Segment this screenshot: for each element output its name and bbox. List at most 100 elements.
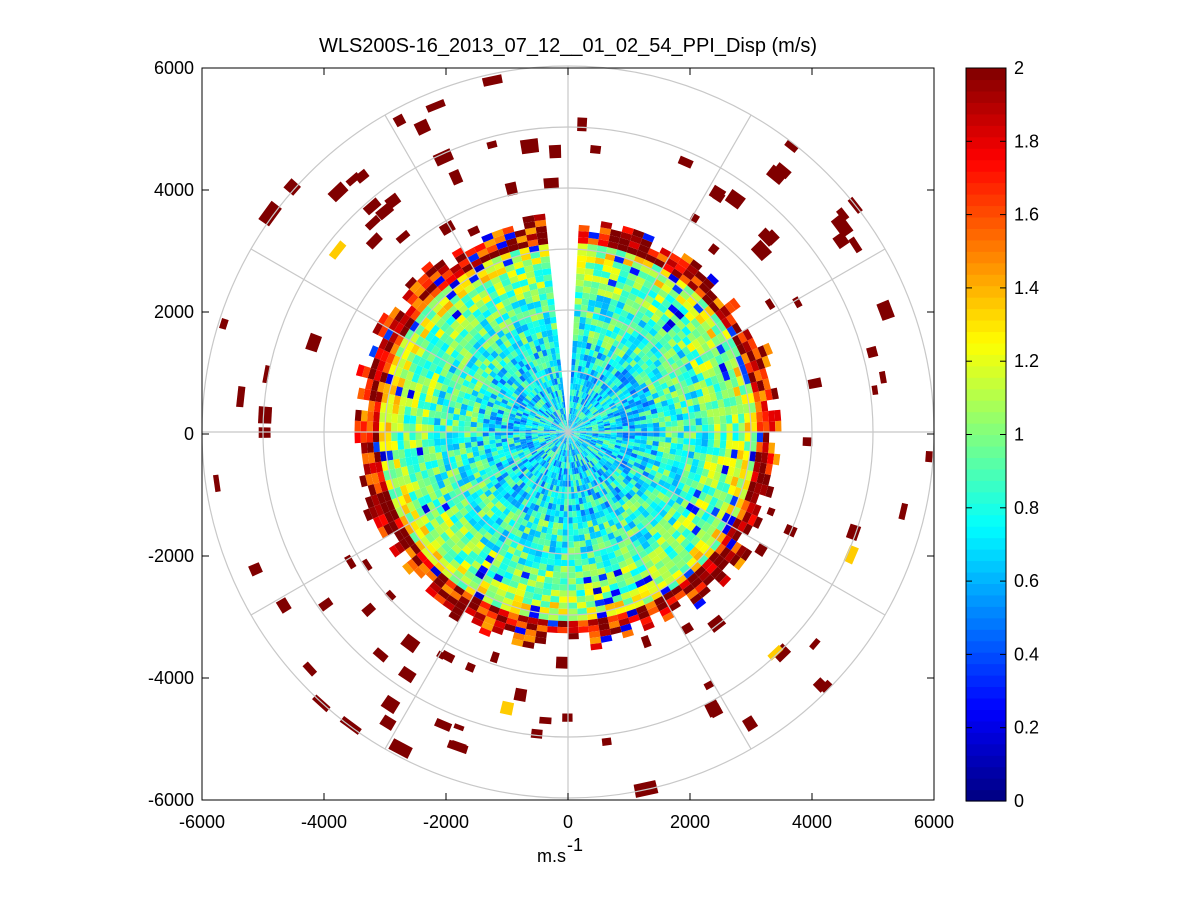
data-cell [614,370,622,378]
data-cell [647,473,655,481]
data-cell [459,409,467,416]
data-cell [585,380,591,388]
data-cell [523,591,534,600]
data-cell [607,519,616,527]
data-cell [543,403,549,410]
data-cell [576,418,581,424]
data-cell [578,528,585,536]
data-cell [486,401,494,408]
data-cell [641,354,650,363]
data-cell [674,309,685,320]
data-cell [665,421,672,427]
data-cell [660,474,669,482]
data-cell [574,448,578,455]
data-cell [573,433,580,436]
data-cell [581,298,589,306]
data-cell [617,373,625,381]
data-cell [644,477,653,486]
data-cell [578,534,586,542]
data-cell [397,495,407,507]
data-cell [592,312,600,320]
data-cell [524,493,532,501]
colorbar-step [966,90,1006,103]
data-cell [535,463,542,470]
data-cell [539,356,546,364]
data-cell [404,276,417,290]
data-cell [634,385,642,393]
data-cell [571,358,576,366]
data-cell [549,515,555,523]
data-cell [624,382,633,389]
data-cell [725,538,737,551]
data-cell [488,564,499,574]
data-cell [500,367,508,375]
data-cell [496,413,504,418]
data-cell [534,403,541,409]
data-cell [668,252,681,264]
data-cell [570,407,574,415]
data-cell [424,532,436,544]
data-cell [611,407,619,413]
data-cell [519,421,527,426]
data-cell [547,367,553,374]
data-cell [665,379,674,388]
data-cell [573,535,580,542]
data-cell [750,422,758,432]
data-cell [513,429,520,432]
data-cell [670,414,678,422]
data-cell [577,607,588,615]
data-cell [610,331,618,340]
data-cell [449,294,461,306]
data-cell [464,426,471,432]
data-cell [523,513,531,522]
data-cell [679,289,691,301]
data-cell [566,444,568,451]
data-cell [570,377,574,384]
data-cell [566,438,568,445]
data-cell [714,432,721,440]
data-cell [498,292,509,302]
data-cell [600,391,607,398]
data-cell [484,448,492,455]
data-cell [544,411,550,417]
data-cell [664,545,675,556]
data-cell [472,341,482,351]
data-cell [584,422,591,426]
data-cell [490,350,499,359]
data-cell [550,435,557,438]
data-cell-far [213,474,221,493]
data-cell [615,380,623,388]
data-cell [516,409,524,415]
data-cell [724,474,733,485]
data-cell [605,397,613,404]
data-cell [592,428,599,431]
data-cell [547,490,553,497]
data-cell [511,383,519,390]
data-cell [678,548,689,559]
data-cell [596,469,603,477]
data-cell [574,402,578,409]
colorbar-step [966,480,1006,493]
data-cell [654,513,664,523]
data-cell [590,376,596,384]
x-tick-label: 4000 [792,812,832,832]
data-cell [613,306,623,315]
data-cell [612,479,620,487]
data-cell [668,453,676,461]
data-cell [542,404,548,411]
data-cell [611,384,618,392]
data-cell [552,391,557,398]
data-cell-far [258,406,273,424]
data-cell-far [361,602,377,618]
data-cell [756,411,763,423]
data-cell [468,517,478,527]
data-cell [701,294,714,306]
data-cell [510,506,519,514]
data-cell [575,467,580,474]
data-cell [690,480,699,490]
data-cell [590,440,597,445]
data-cell [635,276,646,286]
colorbar-step [966,411,1006,424]
data-cell [520,475,528,482]
data-cell [601,488,608,496]
